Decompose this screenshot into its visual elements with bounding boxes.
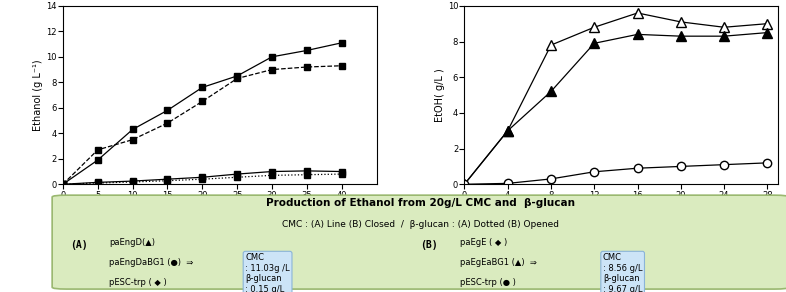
Text: paEngD(▲): paEngD(▲)	[109, 238, 156, 247]
X-axis label: Time ( h ): Time ( h )	[597, 202, 645, 212]
Text: (B): (B)	[421, 240, 438, 250]
Text: pESC-trp ( ◆ ): pESC-trp ( ◆ )	[109, 278, 167, 287]
Text: paEgE ( ◆ ): paEgE ( ◆ )	[460, 238, 507, 247]
FancyBboxPatch shape	[52, 195, 786, 289]
Text: CMC
: 11.03g /L
β-glucan
: 0.15 g/L: CMC : 11.03g /L β-glucan : 0.15 g/L	[245, 253, 290, 292]
Text: (A): (A)	[70, 240, 88, 250]
Y-axis label: EtOH( g/L ): EtOH( g/L )	[435, 68, 445, 122]
Text: Production of Ethanol from 20g/L CMC and  β-glucan: Production of Ethanol from 20g/L CMC and…	[266, 198, 575, 208]
Text: paEngDaBG1 (●)  ⇒: paEngDaBG1 (●) ⇒	[109, 258, 193, 267]
Text: (A): (A)	[0, 0, 17, 2]
Y-axis label: Ethanol (g L⁻¹): Ethanol (g L⁻¹)	[33, 59, 43, 131]
Text: paEgEaBG1 (▲)  ⇒: paEgEaBG1 (▲) ⇒	[460, 258, 537, 267]
Text: (B): (B)	[408, 0, 431, 2]
X-axis label: Time (h): Time (h)	[200, 202, 241, 212]
Text: CMC : (A) Line (B) Closed  /  β-glucan : (A) Dotted (B) Opened: CMC : (A) Line (B) Closed / β-glucan : (…	[282, 220, 559, 229]
Text: pESC-trp (● ): pESC-trp (● )	[460, 278, 516, 287]
Text: CMC
: 8.56 g/L
β-glucan
: 9.67 g/L: CMC : 8.56 g/L β-glucan : 9.67 g/L	[603, 253, 642, 292]
